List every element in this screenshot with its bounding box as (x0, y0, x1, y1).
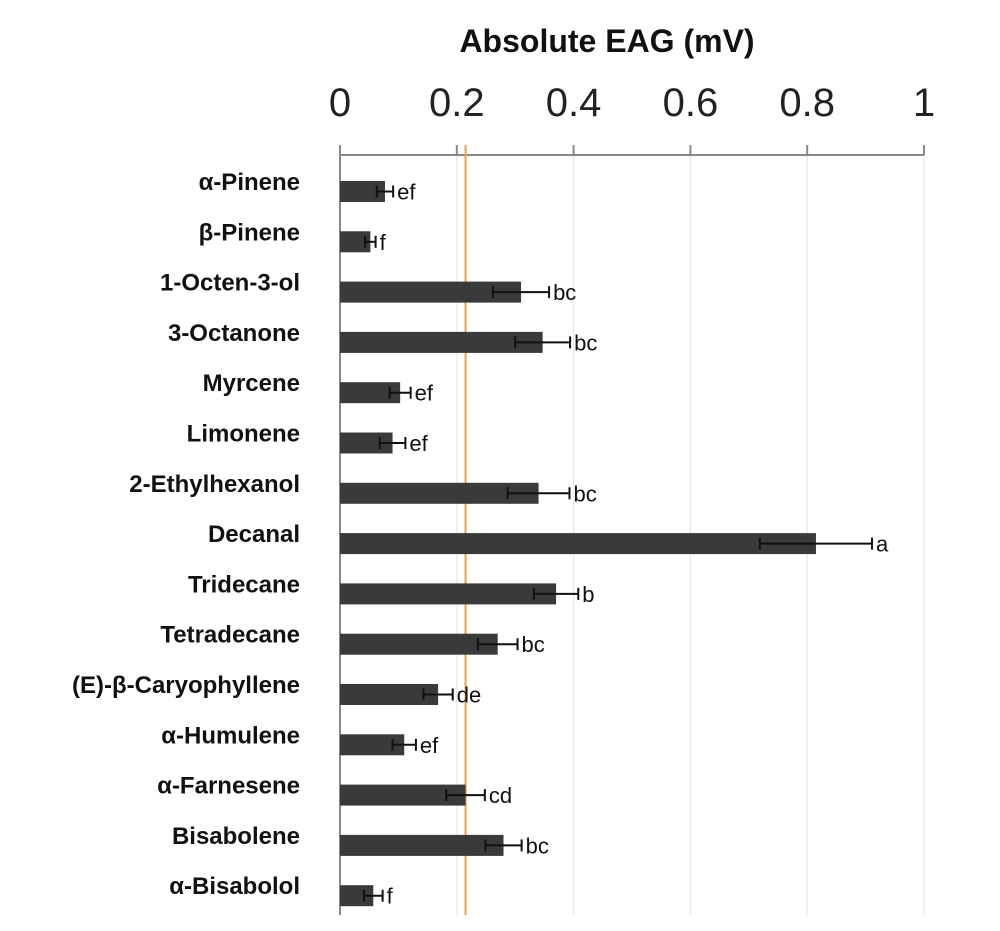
significance-label: de (457, 683, 481, 708)
bar (340, 734, 405, 756)
bar (340, 834, 504, 856)
bar (340, 331, 543, 353)
significance-label: ef (409, 431, 428, 456)
category-label: Tridecane (188, 571, 300, 598)
significance-label: bc (522, 632, 545, 657)
bar (340, 533, 816, 555)
bar (340, 181, 385, 202)
x-axis: 0 0.2 0.4 0.6 0.8 1 (329, 81, 935, 915)
significance-label: f (387, 884, 394, 909)
x-tick-label: 0.6 (663, 81, 719, 125)
x-tick-label: 0 (329, 81, 351, 125)
significance-label: f (380, 230, 387, 255)
bar (340, 583, 557, 605)
category-labels: α-Pinene β-Pinene 1-Octen-3-ol 3-Octanone My… (72, 169, 300, 900)
bar (340, 784, 466, 806)
x-tick-label: 1 (913, 81, 935, 125)
x-tick-label: 0.4 (546, 81, 602, 125)
category-label: α-Farnesene (157, 773, 300, 800)
significance-label: ef (420, 733, 439, 758)
x-tick-label: 0.8 (779, 81, 835, 125)
x-tick-label: 0.2 (429, 81, 485, 125)
bar (340, 382, 401, 404)
category-label: Tetradecane (160, 622, 300, 649)
category-label: Myrcene (203, 370, 300, 397)
significance-label: bc (574, 330, 597, 355)
chart-title: Absolute EAG (mV) (459, 23, 754, 59)
significance-label: bc (553, 280, 576, 305)
bar (340, 885, 374, 907)
significance-label: ef (397, 180, 416, 205)
bar (340, 482, 539, 504)
category-label: 2-Ethylhexanol (129, 471, 300, 498)
significance-label: a (876, 532, 889, 557)
category-label: β-Pinene (199, 219, 300, 246)
category-label: Decanal (208, 521, 300, 548)
significance-label: ef (415, 381, 434, 406)
category-label: Bisabolene (172, 823, 300, 850)
significance-label: b (582, 582, 594, 607)
category-label: α-Bisabolol (169, 873, 300, 900)
category-label: 1-Octen-3-ol (160, 270, 300, 297)
bar (340, 633, 498, 655)
significance-label: cd (489, 783, 512, 808)
category-label: Limonene (187, 421, 300, 448)
category-label: α-Pinene (199, 169, 300, 196)
significance-label: bc (526, 833, 549, 858)
significance-label: bc (574, 481, 597, 506)
bar (340, 684, 439, 705)
category-label: (E)-β-Caryophyllene (72, 672, 300, 699)
bar (340, 281, 522, 303)
category-label: α-Humulene (161, 722, 300, 749)
category-label: 3-Octanone (168, 320, 300, 347)
bar (340, 231, 371, 253)
